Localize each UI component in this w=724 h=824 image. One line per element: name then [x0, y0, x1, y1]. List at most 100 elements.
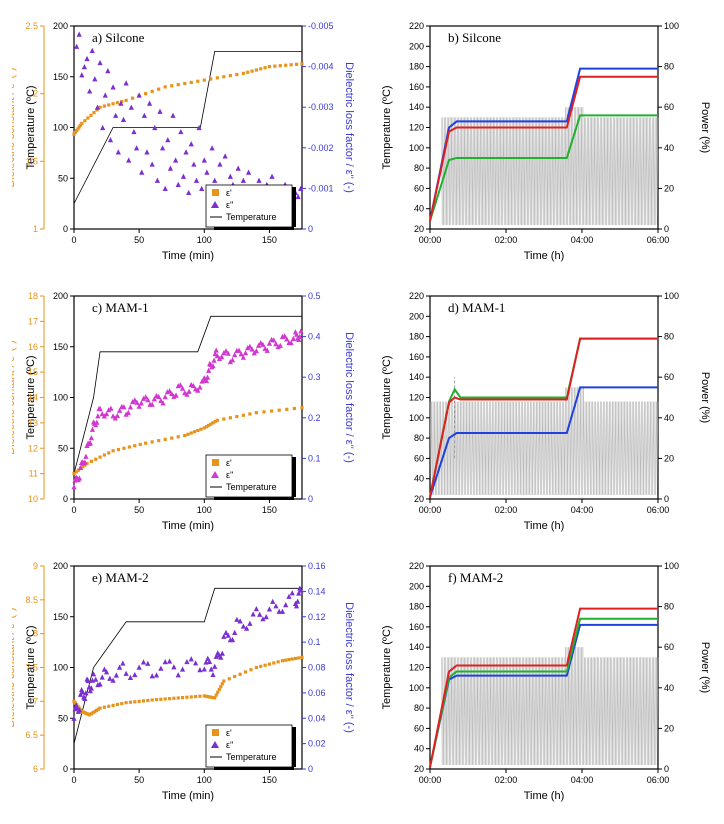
svg-text:02:00: 02:00 [495, 235, 518, 245]
svg-text:Temperature (ºC): Temperature (ºC) [381, 625, 393, 709]
svg-text:-0.004: -0.004 [308, 62, 334, 72]
svg-text:Dielectric constant / ε' (-): Dielectric constant / ε' (-) [12, 607, 17, 727]
svg-text:50: 50 [58, 173, 68, 183]
panel-d: 20406080100120140160180200220Temperature… [368, 282, 716, 542]
svg-text:00:00: 00:00 [419, 235, 442, 245]
svg-text:40: 40 [664, 413, 674, 423]
svg-text:100: 100 [664, 291, 679, 301]
svg-text:0: 0 [71, 235, 76, 245]
svg-text:Dielectric loss factor / ε'' (: Dielectric loss factor / ε'' (-) [343, 62, 355, 193]
svg-text:02:00: 02:00 [495, 775, 518, 785]
svg-text:200: 200 [409, 581, 424, 591]
svg-text:7.5: 7.5 [25, 663, 38, 673]
svg-text:ε': ε' [226, 188, 232, 198]
svg-text:10: 10 [28, 494, 38, 504]
svg-text:Time (h): Time (h) [524, 520, 565, 532]
svg-text:160: 160 [409, 352, 424, 362]
svg-text:04:00: 04:00 [571, 505, 594, 515]
svg-text:20: 20 [664, 723, 674, 733]
chart-f: 20406080100120140160180200220Temperature… [368, 552, 716, 807]
chart-e: 050100150200Temperature (ºC)66.577.588.5… [12, 552, 360, 807]
panel-b: 20406080100120140160180200220Temperature… [368, 12, 716, 272]
svg-text:150: 150 [262, 235, 277, 245]
svg-text:Time (h): Time (h) [524, 250, 565, 262]
svg-text:200: 200 [53, 21, 68, 31]
panel-a: 050100150200Temperature (ºC)11.522.5Diel… [12, 12, 360, 272]
svg-text:ε': ε' [226, 458, 232, 468]
svg-text:100: 100 [197, 235, 212, 245]
svg-text:150: 150 [262, 775, 277, 785]
svg-text:40: 40 [414, 744, 424, 754]
svg-text:200: 200 [409, 41, 424, 51]
svg-text:0: 0 [63, 764, 68, 774]
svg-text:100: 100 [53, 123, 68, 133]
svg-text:04:00: 04:00 [571, 775, 594, 785]
svg-text:Temperature (ºC): Temperature (ºC) [381, 355, 393, 439]
svg-text:Time (h): Time (h) [524, 790, 565, 802]
svg-text:0.16: 0.16 [308, 561, 326, 571]
svg-text:0: 0 [664, 494, 669, 504]
svg-text:0.1: 0.1 [308, 453, 321, 463]
svg-text:0: 0 [308, 494, 313, 504]
svg-text:Temperature: Temperature [226, 752, 277, 762]
svg-text:13: 13 [28, 418, 38, 428]
svg-text:14: 14 [28, 393, 38, 403]
svg-text:180: 180 [409, 62, 424, 72]
svg-text:1.5: 1.5 [25, 156, 38, 166]
svg-text:Time (min): Time (min) [162, 520, 214, 532]
svg-text:Power (%): Power (%) [699, 102, 711, 153]
svg-text:Dielectric contant / ε' (-): Dielectric contant / ε' (-) [12, 340, 17, 455]
svg-text:100: 100 [53, 663, 68, 673]
svg-text:120: 120 [409, 123, 424, 133]
svg-text:200: 200 [409, 311, 424, 321]
svg-text:0.3: 0.3 [308, 372, 321, 382]
svg-text:20: 20 [414, 764, 424, 774]
svg-text:50: 50 [134, 775, 144, 785]
svg-text:17: 17 [28, 316, 38, 326]
svg-text:ε'': ε'' [226, 470, 234, 480]
chart-b: 20406080100120140160180200220Temperature… [368, 12, 716, 267]
svg-text:Temperature: Temperature [226, 482, 277, 492]
svg-text:100: 100 [409, 683, 424, 693]
svg-text:Temperature (ºC): Temperature (ºC) [381, 85, 393, 169]
panel-f: 20406080100120140160180200220Temperature… [368, 552, 716, 812]
svg-text:40: 40 [414, 474, 424, 484]
svg-text:0.08: 0.08 [308, 663, 326, 673]
svg-text:150: 150 [53, 612, 68, 622]
svg-text:d) MAM-1: d) MAM-1 [448, 300, 505, 315]
svg-text:60: 60 [414, 453, 424, 463]
svg-text:06:00: 06:00 [647, 235, 670, 245]
svg-text:c) MAM-1: c) MAM-1 [92, 300, 149, 315]
svg-text:140: 140 [409, 642, 424, 652]
svg-text:Time (min): Time (min) [162, 250, 214, 262]
svg-text:Power (%): Power (%) [699, 372, 711, 423]
svg-text:0: 0 [308, 764, 313, 774]
svg-text:40: 40 [664, 143, 674, 153]
svg-text:8: 8 [33, 629, 38, 639]
svg-text:6.5: 6.5 [25, 730, 38, 740]
svg-text:0: 0 [308, 224, 313, 234]
svg-text:15: 15 [28, 367, 38, 377]
svg-text:180: 180 [409, 332, 424, 342]
svg-text:Dielectric loss factor / ε'' (: Dielectric loss factor / ε'' (-) [343, 332, 355, 463]
svg-text:80: 80 [414, 163, 424, 173]
panel-c: 050100150200Temperature (ºC)101112131415… [12, 282, 360, 542]
svg-text:20: 20 [414, 494, 424, 504]
svg-text:150: 150 [262, 505, 277, 515]
svg-text:160: 160 [409, 82, 424, 92]
svg-text:0.02: 0.02 [308, 739, 326, 749]
svg-text:80: 80 [414, 433, 424, 443]
svg-text:0: 0 [71, 505, 76, 515]
svg-text:16: 16 [28, 342, 38, 352]
svg-text:200: 200 [53, 291, 68, 301]
svg-text:0: 0 [63, 494, 68, 504]
svg-text:140: 140 [409, 372, 424, 382]
svg-text:0.1: 0.1 [308, 637, 321, 647]
svg-text:40: 40 [414, 204, 424, 214]
svg-text:Dielectric loss factor / ε'' (: Dielectric loss factor / ε'' (-) [343, 602, 355, 733]
svg-text:0: 0 [664, 764, 669, 774]
svg-text:0.06: 0.06 [308, 688, 326, 698]
svg-text:12: 12 [28, 443, 38, 453]
svg-text:-0.005: -0.005 [308, 21, 334, 31]
svg-text:1: 1 [33, 224, 38, 234]
